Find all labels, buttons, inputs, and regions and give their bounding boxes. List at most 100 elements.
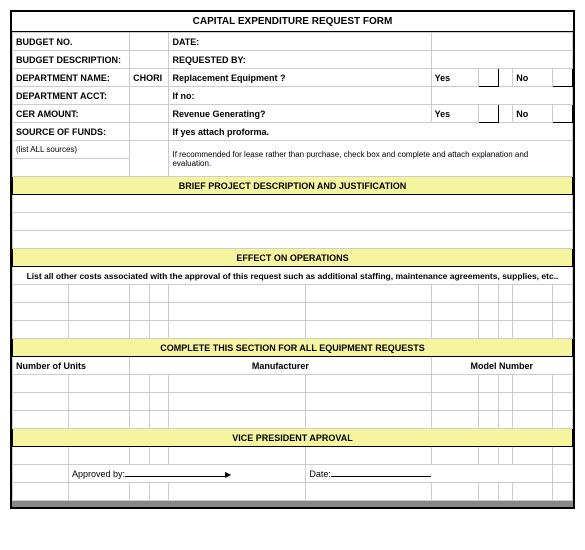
equip-cell[interactable] — [149, 375, 169, 393]
equip-cell[interactable] — [306, 375, 431, 393]
effect-cell[interactable] — [130, 321, 150, 339]
equip-cell[interactable] — [169, 375, 306, 393]
equip-cell[interactable] — [498, 393, 513, 411]
equip-cell[interactable] — [13, 375, 69, 393]
vp-cell[interactable] — [431, 483, 478, 501]
equip-cell[interactable] — [498, 375, 513, 393]
vp-cell[interactable] — [13, 465, 69, 483]
effect-cell[interactable] — [553, 321, 573, 339]
effect-cell[interactable] — [513, 303, 553, 321]
source-funds-value[interactable] — [130, 123, 169, 141]
vp-cell[interactable] — [169, 483, 306, 501]
equip-cell[interactable] — [478, 375, 498, 393]
equip-cell[interactable] — [68, 411, 129, 429]
dept-acct-value[interactable] — [130, 87, 169, 105]
vp-cell[interactable] — [306, 483, 431, 501]
equip-cell[interactable] — [513, 393, 553, 411]
equip-cell[interactable] — [431, 375, 478, 393]
effect-cell[interactable] — [149, 303, 169, 321]
brief-row[interactable] — [13, 213, 573, 231]
equip-cell[interactable] — [513, 411, 553, 429]
effect-cell[interactable] — [13, 303, 69, 321]
effect-cell[interactable] — [306, 321, 431, 339]
vp-cell[interactable] — [68, 447, 129, 465]
effect-cell[interactable] — [498, 285, 513, 303]
vp-cell[interactable] — [130, 483, 150, 501]
cer-amount-value[interactable] — [130, 105, 169, 123]
effect-cell[interactable] — [498, 303, 513, 321]
effect-cell[interactable] — [68, 321, 129, 339]
sources-blank[interactable] — [13, 159, 130, 177]
equip-cell[interactable] — [130, 411, 150, 429]
vp-cell[interactable] — [149, 447, 169, 465]
equip-cell[interactable] — [306, 393, 431, 411]
if-no-value[interactable] — [431, 87, 572, 105]
effect-cell[interactable] — [68, 303, 129, 321]
effect-cell[interactable] — [513, 321, 553, 339]
effect-cell[interactable] — [306, 303, 431, 321]
equip-cell[interactable] — [68, 375, 129, 393]
equip-cell[interactable] — [478, 393, 498, 411]
vp-cell[interactable] — [68, 483, 129, 501]
effect-cell[interactable] — [553, 285, 573, 303]
equip-cell[interactable] — [130, 393, 150, 411]
equip-cell[interactable] — [149, 411, 169, 429]
effect-cell[interactable] — [478, 321, 498, 339]
budget-no-value[interactable] — [130, 33, 169, 51]
vp-cell[interactable] — [130, 447, 150, 465]
effect-cell[interactable] — [13, 285, 69, 303]
effect-cell[interactable] — [431, 321, 478, 339]
replacement-no-checkbox[interactable] — [553, 69, 573, 87]
vp-cell[interactable] — [478, 447, 498, 465]
revenue-yes-checkbox[interactable] — [478, 105, 498, 123]
equip-cell[interactable] — [478, 411, 498, 429]
budget-desc-value[interactable] — [130, 51, 169, 69]
equip-cell[interactable] — [431, 393, 478, 411]
equip-cell[interactable] — [431, 411, 478, 429]
effect-cell[interactable] — [478, 285, 498, 303]
effect-cell[interactable] — [478, 303, 498, 321]
equip-cell[interactable] — [13, 411, 69, 429]
equip-cell[interactable] — [513, 375, 553, 393]
equip-cell[interactable] — [553, 411, 573, 429]
date-value[interactable] — [431, 33, 572, 51]
equip-cell[interactable] — [130, 375, 150, 393]
equip-cell[interactable] — [553, 393, 573, 411]
vp-cell[interactable] — [306, 447, 431, 465]
effect-cell[interactable] — [169, 321, 306, 339]
replacement-yes-checkbox[interactable] — [478, 69, 498, 87]
effect-cell[interactable] — [306, 285, 431, 303]
sources-value[interactable] — [130, 141, 169, 177]
effect-cell[interactable] — [431, 285, 478, 303]
equip-cell[interactable] — [306, 411, 431, 429]
effect-cell[interactable] — [130, 303, 150, 321]
effect-cell[interactable] — [149, 321, 169, 339]
equip-cell[interactable] — [169, 393, 306, 411]
effect-cell[interactable] — [553, 303, 573, 321]
effect-cell[interactable] — [498, 321, 513, 339]
equip-cell[interactable] — [68, 393, 129, 411]
vp-cell[interactable] — [169, 447, 306, 465]
effect-cell[interactable] — [130, 285, 150, 303]
requested-by-value[interactable] — [431, 51, 572, 69]
brief-row[interactable] — [13, 231, 573, 249]
effect-cell[interactable] — [169, 285, 306, 303]
vp-cell[interactable] — [149, 483, 169, 501]
vp-cell[interactable] — [513, 483, 553, 501]
vp-cell[interactable] — [431, 447, 478, 465]
vp-cell[interactable] — [478, 483, 498, 501]
equip-cell[interactable] — [498, 411, 513, 429]
effect-cell[interactable] — [68, 285, 129, 303]
effect-cell[interactable] — [513, 285, 553, 303]
vp-cell[interactable] — [513, 447, 553, 465]
vp-cell[interactable] — [498, 447, 513, 465]
equip-cell[interactable] — [13, 393, 69, 411]
vp-cell[interactable] — [498, 483, 513, 501]
vp-cell[interactable] — [553, 483, 573, 501]
effect-cell[interactable] — [13, 321, 69, 339]
vp-cell[interactable] — [13, 483, 69, 501]
revenue-no-checkbox[interactable] — [553, 105, 573, 123]
equip-cell[interactable] — [553, 375, 573, 393]
vp-cell[interactable] — [13, 447, 69, 465]
brief-row[interactable] — [13, 195, 573, 213]
